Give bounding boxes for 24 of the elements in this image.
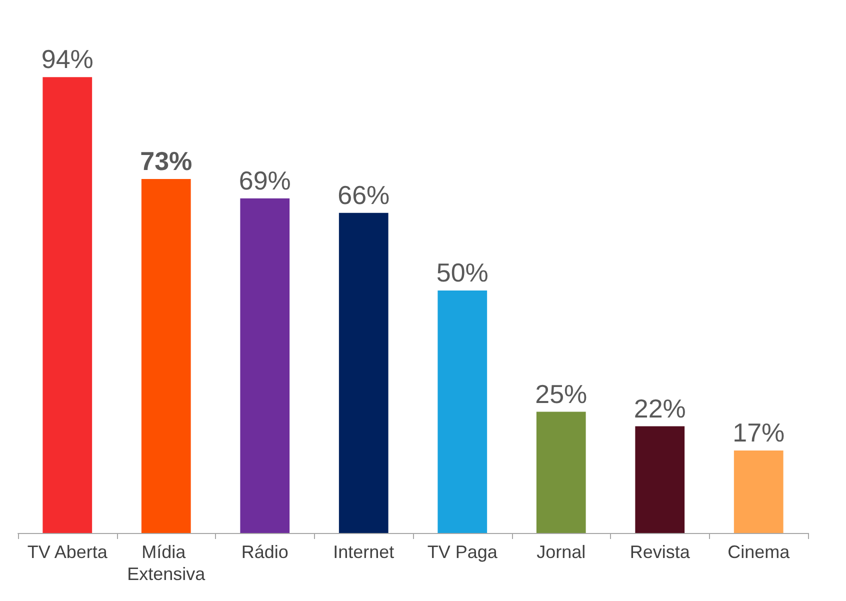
x-tick-label: Cinema — [728, 542, 791, 562]
x-tick-label: Rádio — [241, 542, 288, 562]
data-label: 25% — [535, 378, 588, 409]
bar — [42, 77, 92, 533]
x-tick-label: TV Paga — [427, 542, 498, 562]
bar — [635, 426, 685, 533]
bar — [141, 178, 191, 533]
bar — [338, 212, 388, 533]
bar — [734, 450, 784, 533]
x-tick-label: Jornal — [536, 542, 586, 562]
x-tick-label: Internet — [333, 542, 394, 562]
data-label: 17% — [732, 418, 785, 448]
data-label: 73% — [140, 146, 192, 176]
x-tick-label: TV Aberta — [27, 542, 108, 562]
bar — [240, 198, 290, 533]
data-label: 66% — [338, 180, 390, 210]
data-label: 69% — [238, 165, 291, 196]
bar — [438, 290, 488, 533]
bar — [536, 412, 586, 533]
data-label: 50% — [436, 258, 488, 288]
data-label: 94% — [41, 44, 94, 74]
data-label: 22% — [634, 393, 686, 424]
x-tick-label: Mídia Extensiva — [127, 542, 206, 584]
x-tick-label: Revista — [630, 542, 691, 562]
